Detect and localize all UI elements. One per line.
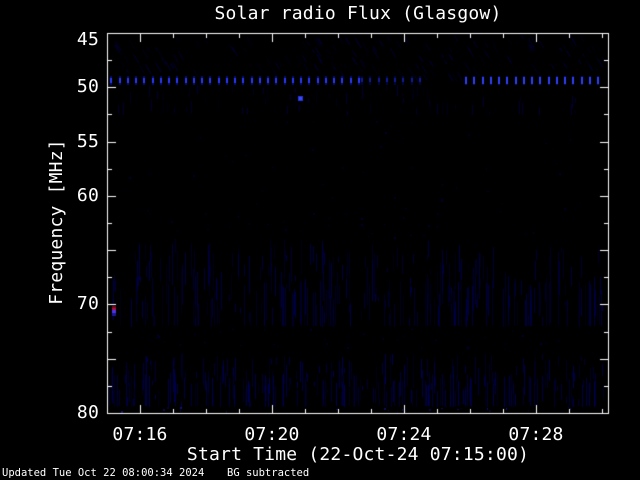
y-axis-title: Frequency [MHz]	[46, 139, 67, 305]
x-axis-title: Start Time (22-Oct-24 07:15:00)	[186, 444, 530, 465]
bg-subtracted-note: BG subtracted	[227, 467, 310, 479]
updated-timestamp: Updated Tue Oct 22 08:00:34 2024	[2, 467, 205, 479]
y-tick-label: 55	[76, 131, 99, 152]
y-tick-label: 45	[76, 29, 99, 50]
x-tick-label: 07:28	[508, 424, 564, 445]
x-tick-label: 07:20	[244, 424, 300, 445]
x-tick-label: 07:24	[376, 424, 432, 445]
y-tick-label: 80	[76, 402, 99, 423]
chart-title: Solar radio Flux (Glasgow)	[214, 3, 502, 24]
y-tick-label: 60	[76, 185, 99, 206]
y-tick-label: 50	[76, 76, 99, 97]
x-tick-label: 07:16	[112, 424, 168, 445]
y-tick-label: 70	[76, 293, 99, 314]
